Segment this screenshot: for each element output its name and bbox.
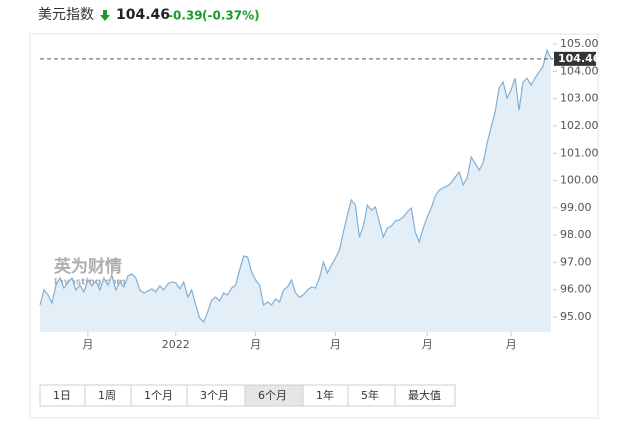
range-button-label[interactable]: 6个月 [258,389,287,402]
y-tick-label: 103.00 [560,92,599,105]
x-tick-label: 月 [422,338,433,351]
y-tick-label: 99.00 [560,201,592,214]
y-tick-label: 104.00 [560,64,599,77]
range-button[interactable] [394,384,456,407]
x-tick-label: 月 [330,338,341,351]
range-button-label[interactable]: 5年 [361,388,379,402]
y-tick-label: 102.00 [560,119,599,132]
range-button-label[interactable]: 1年 [316,388,334,402]
x-tick-label: 月 [506,338,517,351]
reference-label-box [554,51,596,66]
instrument-name: 美元指数 [38,7,94,23]
y-tick-label: 100.00 [560,174,599,187]
y-tick-label: 98.00 [560,228,592,241]
range-button-label[interactable]: 1周 [98,389,116,402]
range-button-label[interactable]: 最大值 [408,388,441,402]
x-tick-label: 月 [82,338,93,351]
price: 104.46 [116,7,170,23]
range-button-label[interactable]: 1日 [53,389,71,402]
reference-label: 104.46 [558,52,601,65]
y-tick-label: 101.00 [560,146,599,159]
range-button-label[interactable]: 3个月 [200,389,229,402]
down-arrow [100,10,110,21]
change: -0.39 [168,9,203,23]
change-percent: (-0.37%) [202,9,260,23]
frame [29,33,599,419]
x-tick-label: 月 [250,338,261,351]
y-tick-label: 105.00 [560,37,599,50]
x-tick-label: 2022 [162,338,190,351]
range-button-label[interactable]: 1个月 [144,389,173,402]
area-fill [40,50,551,332]
y-tick-label: 95.00 [560,310,592,323]
y-tick-label: 97.00 [560,255,592,268]
watermark: 英为财情 [54,256,122,277]
line [39,48,552,323]
y-tick-label: 96.00 [560,283,592,296]
